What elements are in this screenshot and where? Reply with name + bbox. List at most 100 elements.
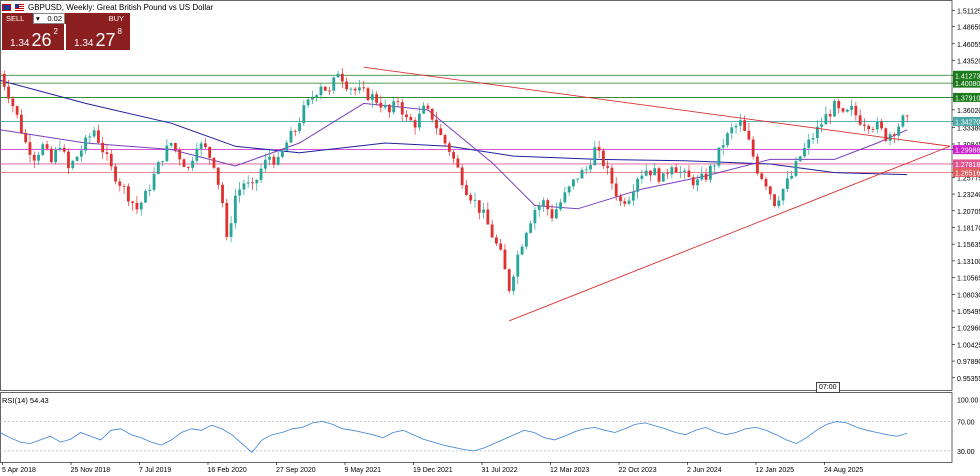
candle-body: [781, 188, 785, 201]
candle-body: [246, 182, 250, 184]
rsi-line: [0, 421, 908, 453]
chevron-down-icon[interactable]: ▾: [36, 14, 40, 23]
candle-body: [447, 143, 451, 152]
price-level-tag-label: 1.34270: [955, 119, 980, 126]
candle-body: [75, 156, 79, 161]
candle-body: [84, 137, 87, 151]
candle-body: [67, 151, 70, 169]
candle-body: [584, 169, 588, 171]
x-tick-label: 19 Dec 2021: [413, 467, 453, 474]
candle-body: [204, 143, 207, 147]
y-tick-label: 1.48650: [957, 25, 980, 32]
candle-body: [627, 200, 631, 204]
candle-body: [704, 173, 708, 180]
price-level-tag: [953, 92, 980, 102]
candle-body: [281, 150, 284, 157]
candle-body: [139, 202, 143, 210]
candle-body: [863, 124, 866, 126]
candle-body: [670, 167, 674, 175]
buy-button[interactable]: BUY: [65, 13, 130, 24]
candle-body: [24, 132, 28, 143]
y-tick-label: 1.23240: [957, 192, 980, 199]
candle-body: [19, 114, 23, 133]
x-tick-label: 16 Feb 2020: [208, 467, 247, 474]
sell-button[interactable]: SELL: [2, 13, 33, 24]
candle-body: [700, 173, 704, 180]
price-level-tag-label: 1.41273: [955, 73, 980, 80]
candle-body: [533, 209, 537, 224]
candle-body: [456, 158, 460, 168]
candle-body: [871, 129, 875, 130]
candle-body: [845, 109, 849, 112]
lot-size-input[interactable]: ▾ 0.02: [33, 13, 65, 24]
candle-body: [494, 237, 498, 244]
candle-body: [212, 157, 216, 168]
candle-body: [499, 243, 503, 250]
candle-body: [490, 224, 494, 238]
candle-body: [148, 189, 152, 191]
trendline: [363, 66, 951, 147]
candle-body: [550, 209, 554, 219]
y-tick-label: 1.18170: [957, 225, 980, 232]
candle-body: [435, 119, 438, 129]
candle-body: [777, 200, 781, 207]
y-tick-label: 1.08030: [957, 292, 980, 299]
candle-body: [152, 173, 156, 190]
candle-body: [837, 100, 841, 109]
candle-body: [730, 127, 734, 134]
candle-body: [182, 159, 186, 168]
candle-body: [0, 73, 2, 75]
y-tick-label: 1.46055: [957, 42, 980, 49]
candle-body: [375, 94, 378, 103]
candle-body: [880, 121, 883, 129]
y-tick-label: 1.51125: [957, 8, 980, 15]
chart-title-bar: GBPUSD, Weekly: Great British Pound vs U…: [2, 1, 213, 13]
candle-body: [820, 124, 824, 127]
candle-body: [349, 88, 353, 90]
rsi-label: RSI(14) 54.43: [2, 396, 49, 405]
candle-body: [798, 156, 802, 162]
x-tick-label: 2 Jun 2024: [687, 467, 722, 474]
buy-price-button[interactable]: 1.34 27 8: [66, 24, 130, 50]
candle-body: [289, 130, 293, 143]
candle-body: [118, 181, 122, 186]
rsi-y-tick-label: 70.00: [957, 419, 975, 426]
y-tick-label: 1.20705: [957, 209, 980, 216]
candle-body: [161, 161, 165, 163]
candle-body: [238, 189, 242, 196]
candle-body: [563, 192, 567, 203]
candle-body: [726, 133, 729, 146]
candle-body: [71, 160, 75, 169]
candle-body: [465, 185, 468, 195]
candle-body: [636, 178, 640, 192]
gb-flag-icon: [2, 3, 11, 11]
candle-body: [614, 183, 618, 197]
price-level-tag: [953, 78, 980, 88]
y-tick-label: 1.00425: [957, 342, 980, 349]
candle-body: [422, 105, 426, 114]
candle-body: [507, 269, 511, 291]
candle-body: [379, 102, 383, 108]
candle-body: [503, 249, 507, 270]
candle-body: [443, 135, 447, 144]
sell-price-button[interactable]: 1.34 26 2: [2, 24, 64, 50]
candle-body: [328, 90, 331, 92]
candle-body: [619, 196, 622, 202]
candle-body: [901, 115, 905, 127]
candle-body: [174, 143, 177, 150]
candle-body: [156, 162, 160, 174]
y-tick-label: 1.02960: [957, 326, 980, 333]
candle-body: [11, 98, 15, 107]
candle-body: [721, 145, 725, 148]
candle-body: [268, 156, 271, 160]
candle-body: [790, 175, 794, 179]
candle-body: [109, 153, 113, 167]
candle-body: [687, 170, 691, 178]
candle-body: [460, 167, 464, 186]
candle-body: [32, 154, 36, 161]
sell-price-prefix: 1.34: [10, 38, 30, 49]
candle-body: [430, 108, 434, 120]
candle-body: [336, 73, 340, 78]
candle-body: [178, 149, 182, 160]
